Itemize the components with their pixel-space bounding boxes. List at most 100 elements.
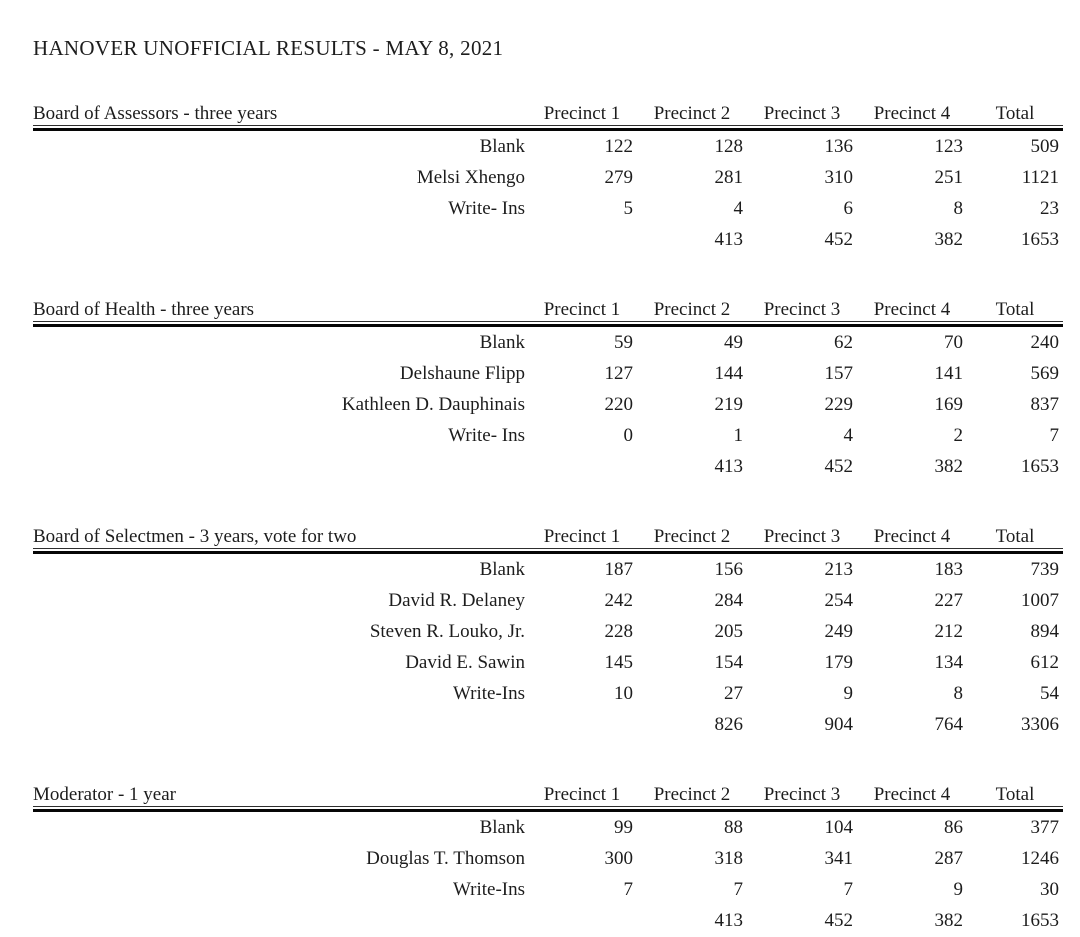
row-label: Write-Ins <box>452 683 525 704</box>
row-label: Blank <box>479 817 525 838</box>
result-row: Write-Ins 10 27 9 8 54 <box>33 678 1063 709</box>
result-table: Board of Assessors - three years Precinct… <box>33 103 1063 255</box>
value-cell: 227 <box>934 590 964 611</box>
row-label: Kathleen D. Dauphinais <box>341 394 525 415</box>
row-label: Write- Ins <box>448 425 525 446</box>
value-cell: 837 <box>1030 394 1060 415</box>
row-label: Write- Ins <box>448 198 525 219</box>
row-label: Melsi Xhengo <box>416 167 525 188</box>
value-cell: 104 <box>824 817 854 838</box>
row-label: Steven R. Louko, Jr. <box>369 621 525 642</box>
total-cell: 382 <box>934 456 964 477</box>
value-cell: 179 <box>824 652 854 673</box>
result-row: Write-Ins 7 7 7 9 30 <box>33 874 1063 905</box>
column-header: Total <box>995 526 1035 547</box>
result-row: Write- Ins 5 4 6 8 23 <box>33 193 1063 224</box>
table-title: Moderator - 1 year <box>33 784 176 805</box>
row-label <box>33 224 527 255</box>
value-cell: 612 <box>1030 652 1060 673</box>
row-label <box>33 709 527 740</box>
value-cell: 739 <box>1030 559 1060 580</box>
value-cell: 300 <box>604 848 634 869</box>
value-cell: 212 <box>934 621 964 642</box>
column-header: Precinct 4 <box>873 784 951 805</box>
value-cell: 141 <box>934 363 964 384</box>
table-title: Board of Assessors - three years <box>33 103 278 124</box>
total-cell: 382 <box>934 229 964 250</box>
column-header: Total <box>995 784 1035 805</box>
column-header: Precinct 4 <box>873 526 951 547</box>
value-cell: 4 <box>843 425 854 446</box>
value-cell: 254 <box>824 590 854 611</box>
page-title: HANOVER UNOFFICIAL RESULTS - MAY 8, 2021 <box>33 36 504 60</box>
row-label <box>33 451 527 482</box>
total-cell <box>527 905 637 936</box>
value-cell: 99 <box>614 817 633 838</box>
total-cell: 452 <box>824 229 854 250</box>
total-cell: 382 <box>934 910 964 931</box>
row-label <box>33 905 527 936</box>
value-cell: 894 <box>1030 621 1060 642</box>
column-header: Total <box>995 299 1035 320</box>
column-header: Precinct 2 <box>653 299 731 320</box>
column-header: Total <box>995 103 1035 124</box>
column-header: Precinct 1 <box>543 299 621 320</box>
total-cell: 413 <box>714 910 744 931</box>
value-cell: 187 <box>604 559 634 580</box>
table-title: Board of Selectmen - 3 years, vote for t… <box>33 526 357 547</box>
result-row: David E. Sawin 145 154 179 134 612 <box>33 647 1063 678</box>
column-header: Precinct 2 <box>653 526 731 547</box>
result-table: Board of Selectmen - 3 years, vote for t… <box>33 526 1063 740</box>
value-cell: 7 <box>1049 425 1060 446</box>
value-cell: 123 <box>934 136 964 157</box>
value-cell: 127 <box>604 363 634 384</box>
total-cell: 904 <box>824 714 854 735</box>
value-cell: 54 <box>1040 683 1059 704</box>
table-header-row: Board of Assessors - three years Precinct… <box>33 103 1063 124</box>
result-row: Kathleen D. Dauphinais 220 219 229 169 837 <box>33 389 1063 420</box>
value-cell: 569 <box>1030 363 1060 384</box>
value-cell: 284 <box>714 590 744 611</box>
value-cell: 8 <box>953 683 964 704</box>
value-cell: 10 <box>614 683 633 704</box>
results-tables: Board of Assessors - three years Precinct… <box>33 103 1080 936</box>
result-row: Write- Ins 0 1 4 2 7 <box>33 420 1063 451</box>
value-cell: 9 <box>843 683 854 704</box>
value-cell: 281 <box>714 167 744 188</box>
value-cell: 86 <box>944 817 963 838</box>
value-cell: 509 <box>1030 136 1060 157</box>
table-header-row: Board of Health - three years Precinct 1 P… <box>33 299 1063 320</box>
total-cell: 826 <box>714 714 744 735</box>
table-title: Board of Health - three years <box>33 299 255 320</box>
column-header: Precinct 1 <box>543 103 621 124</box>
total-cell <box>527 451 637 482</box>
value-cell: 145 <box>604 652 634 673</box>
value-cell: 169 <box>934 394 964 415</box>
result-row: Blank 122 128 136 123 509 <box>33 131 1063 162</box>
value-cell: 249 <box>824 621 854 642</box>
value-cell: 1 <box>733 425 744 446</box>
value-cell: 220 <box>604 394 634 415</box>
value-cell: 228 <box>604 621 634 642</box>
row-label: Blank <box>479 559 525 580</box>
value-cell: 9 <box>953 879 964 900</box>
column-header: Precinct 1 <box>543 784 621 805</box>
row-label: Write-Ins <box>452 879 525 900</box>
value-cell: 70 <box>944 332 963 353</box>
value-cell: 377 <box>1030 817 1060 838</box>
value-cell: 1121 <box>1021 167 1059 188</box>
totals-row: 413 452 382 1653 <box>33 905 1063 936</box>
result-row: David R. Delaney 242 284 254 227 1007 <box>33 585 1063 616</box>
result-row: Blank 99 88 104 86 377 <box>33 812 1063 843</box>
result-row: Melsi Xhengo 279 281 310 251 1121 <box>33 162 1063 193</box>
total-cell: 413 <box>714 229 744 250</box>
column-header: Precinct 4 <box>873 299 951 320</box>
row-label: Blank <box>479 332 525 353</box>
row-label: Blank <box>479 136 525 157</box>
total-cell: 1653 <box>1021 456 1059 477</box>
value-cell: 62 <box>834 332 853 353</box>
row-label: Douglas T. Thomson <box>366 848 525 869</box>
value-cell: 7 <box>623 879 634 900</box>
value-cell: 4 <box>733 198 744 219</box>
